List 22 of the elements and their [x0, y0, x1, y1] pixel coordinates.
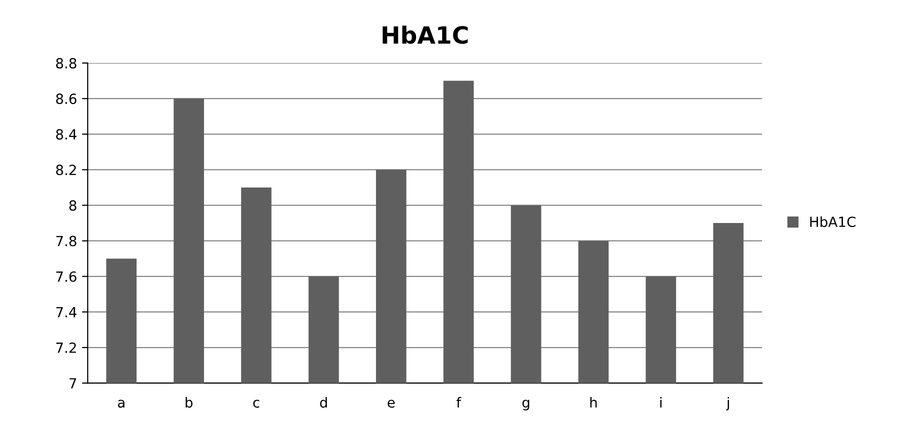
y-tick-label: 7.4: [56, 307, 76, 318]
chart-title: HbA1C: [382, 26, 468, 44]
legend-label: HbA1C: [810, 216, 856, 228]
x-tick-label: a: [118, 400, 124, 408]
y-tick-label: 7.8: [56, 236, 76, 246]
y-tick-label: 7: [70, 378, 76, 388]
y-tick-label: 8: [69, 200, 76, 211]
x-tick-label: g: [522, 400, 530, 410]
x-tick-label: c: [253, 400, 260, 408]
x-tick-label: b: [186, 396, 192, 408]
x-tick-label: f: [456, 396, 462, 408]
y-tick-label: 7.6: [56, 271, 76, 282]
x-tick-label: d: [320, 396, 327, 408]
y-tick-label: 8.4: [56, 129, 76, 140]
y-tick-label: 8.8: [56, 58, 76, 68]
x-tick-label: h: [590, 396, 597, 408]
y-tick-label: 8.6: [56, 94, 76, 104]
x-tick-label: j: [726, 396, 729, 410]
y-tick-label: 8.2: [56, 164, 76, 176]
x-tick-label: e: [388, 400, 395, 408]
y-tick-label: 7.2: [56, 342, 76, 353]
x-tick-label: i: [660, 396, 662, 408]
